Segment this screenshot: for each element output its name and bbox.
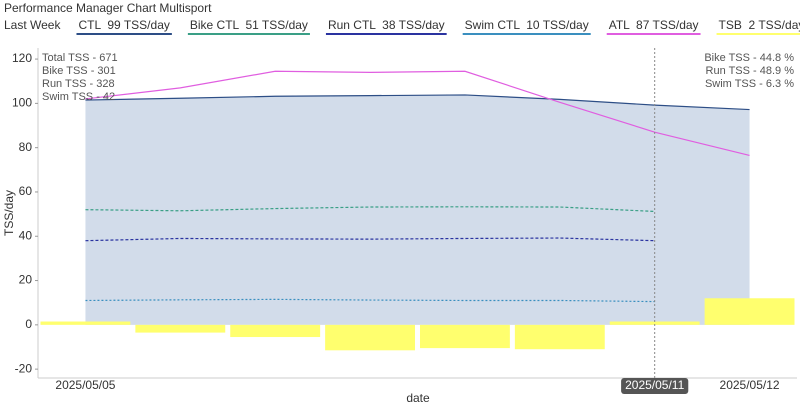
- y-tick-label: 0: [25, 317, 32, 331]
- line: [85, 298, 655, 303]
- y-tick-label: 40: [19, 228, 33, 242]
- legend-label: Swim CTL 10 TSS/day: [465, 18, 589, 32]
- annotation: Bike TSS - 44.8 %: [704, 52, 794, 64]
- y-tick-label: 60: [19, 184, 33, 198]
- legend-label: CTL 99 TSS/day: [78, 18, 169, 32]
- y-tick-label: 20: [19, 273, 33, 287]
- y-tick-label: -20: [15, 361, 33, 375]
- bar: [135, 324, 226, 333]
- line: [85, 70, 750, 156]
- legend-label: Run CTL 38 TSS/day: [328, 18, 445, 32]
- area: [85, 94, 750, 325]
- chart-title: Performance Manager Chart Multisport: [4, 1, 212, 15]
- legend-title: Last Week: [4, 18, 61, 32]
- y-tick-label: 120: [12, 51, 32, 65]
- bar: [230, 324, 321, 338]
- annotation: Swim TSS - 42: [42, 91, 115, 103]
- bar: [420, 324, 510, 349]
- x-tick-label: 2025/05/11: [625, 378, 684, 392]
- x-axis-label: date: [406, 391, 430, 405]
- bar: [514, 324, 605, 350]
- legend-label: Bike CTL 51 TSS/day: [190, 18, 308, 32]
- bar: [40, 321, 131, 325]
- annotation: Swim TSS - 6.3 %: [705, 78, 794, 90]
- y-tick-label: 100: [12, 96, 32, 110]
- annotation: Run TSS - 48.9 %: [706, 65, 795, 77]
- y-tick-label: 80: [19, 140, 33, 154]
- bar: [609, 321, 700, 325]
- bar: [704, 298, 795, 325]
- annotation: Bike TSS - 301: [42, 65, 116, 77]
- x-tick-label: 2025/05/05: [55, 378, 115, 392]
- annotation: Run TSS - 328: [42, 78, 115, 90]
- y-axis-label: TSS/day: [2, 190, 16, 236]
- legend-label: ATL 87 TSS/day: [609, 18, 699, 32]
- area-line: [85, 94, 750, 111]
- bar: [325, 324, 415, 351]
- legend-label: TSB 2 TSS/day: [719, 18, 800, 32]
- x-tick-label: 2025/05/12: [720, 378, 780, 392]
- annotation: Total TSS - 671: [42, 52, 118, 64]
- x-tick-highlight: [621, 378, 689, 394]
